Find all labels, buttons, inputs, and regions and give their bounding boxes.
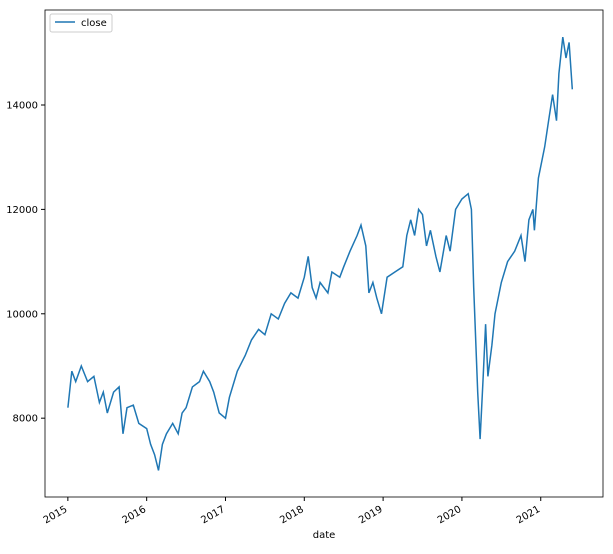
plot-frame [44, 9, 604, 498]
x-tick-label: 2019 [357, 504, 385, 526]
x-tick-label: 2020 [436, 504, 464, 526]
x-tick-label: 2016 [121, 504, 149, 526]
legend-box [49, 13, 113, 33]
x-tick-label: 2015 [42, 504, 70, 526]
y-tick-label: 14000 [6, 100, 38, 111]
y-tick-label: 10000 [6, 309, 38, 320]
x-tick-label: 2021 [515, 504, 543, 526]
legend-label: close [81, 18, 107, 29]
y-tick-label: 8000 [13, 414, 38, 425]
x-axis-label: date [313, 530, 336, 541]
legend [49, 13, 113, 33]
x-tick-label: 2018 [278, 504, 306, 526]
y-tick-label: 12000 [6, 205, 38, 216]
x-tick-label: 2017 [199, 504, 227, 526]
line-series [67, 36, 574, 471]
